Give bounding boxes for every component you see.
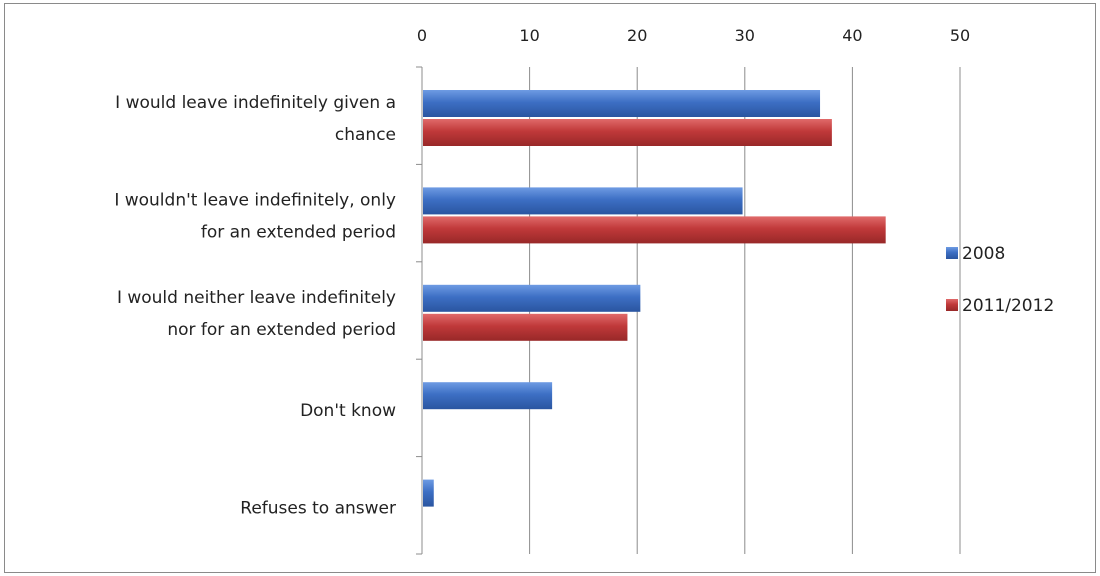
category-label: I would neither leave indefinitely [117,288,396,308]
legend-swatch [946,247,958,259]
category-label: Refuses to answer [240,499,396,519]
category-label: nor for an extended period [167,320,396,340]
bar-2008 [423,382,553,410]
category-label: I would leave indefinitely given a [115,93,396,113]
grid-lines [529,67,961,554]
x-tick-label: 50 [950,26,970,45]
category-label: Don't know [300,401,396,421]
x-tick-label: 30 [735,26,755,45]
x-tick-label: 40 [842,26,862,45]
x-tick-label: 10 [519,26,539,45]
x-tick-label: 20 [627,26,647,45]
bar-2008 [423,90,821,117]
chart-frame: 0 10 20 30 40 50 I would leave indefinitely g… [4,3,1096,573]
bar-2011-2012 [423,216,886,244]
category-label: for an extended period [201,222,396,242]
x-axis-ticks: 0 10 20 30 40 50 [417,26,970,45]
category-label: I wouldn't leave indefinitely, only [114,190,396,210]
bar-2008 [423,284,641,312]
legend: 2008 2011/2012 [946,244,1054,316]
category-axis [416,66,423,555]
legend-label: 2008 [962,244,1005,264]
x-tick-label: 0 [417,26,427,45]
bar-2011-2012 [423,313,628,341]
category-label: chance [335,125,396,145]
bar-2008 [423,479,434,507]
bar-2011-2012 [423,119,832,146]
bar-2008 [423,187,743,215]
bar-chart: 0 10 20 30 40 50 I would leave indefinitely g… [114,26,1054,555]
category-labels: I would leave indefinitely given a chance… [114,93,396,519]
legend-swatch [946,299,958,311]
legend-label: 2011/2012 [962,296,1054,316]
bars [423,90,886,507]
